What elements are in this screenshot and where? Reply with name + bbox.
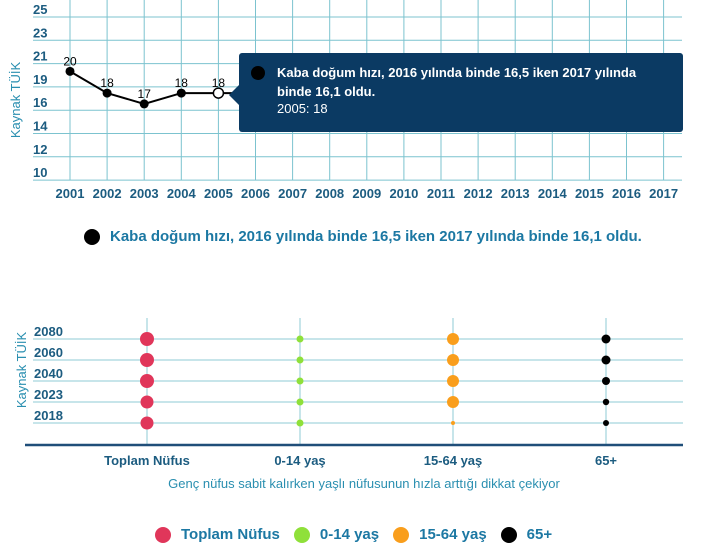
data-point <box>602 398 610 406</box>
data-point <box>212 87 225 99</box>
data-point <box>102 88 112 98</box>
y-tick-label: 2060 <box>34 345 63 360</box>
category-label: 0-14 yaş <box>274 453 325 468</box>
category-label: 15-64 yaş <box>424 453 483 468</box>
data-point <box>451 421 455 425</box>
y-tick-label: 12 <box>33 142 47 157</box>
x-tick-label: 2002 <box>93 186 122 201</box>
data-label: 20 <box>63 54 77 68</box>
x-tick-label: 2003 <box>130 186 159 201</box>
y-tick-label: 2018 <box>34 408 63 423</box>
y-tick-label: 2040 <box>34 366 63 381</box>
y-tick-label: 16 <box>33 95 47 110</box>
y-tick-label: 14 <box>33 119 48 134</box>
data-point <box>447 396 459 408</box>
y-axis-title: Kaynak TÜİK <box>14 332 29 409</box>
series-line <box>69 70 256 105</box>
data-point <box>601 355 611 365</box>
data-point <box>140 395 154 409</box>
y-tick-label: 25 <box>33 2 47 17</box>
x-tick-label: 2016 <box>612 186 641 201</box>
y-tick-label: 23 <box>33 25 47 40</box>
data-label: 18 <box>100 76 114 90</box>
legend-marker-icon <box>155 526 171 543</box>
legend-marker-icon <box>393 526 410 543</box>
chart-subtitle: Genç nüfus sabit kalırken yaşlı nüfusunu… <box>168 476 560 491</box>
data-point <box>296 356 304 364</box>
data-point <box>140 416 154 430</box>
data-label: 18 <box>212 76 226 90</box>
x-tick-label: 2015 <box>575 186 604 201</box>
legend-label: 65+ <box>526 526 553 543</box>
x-tick-label: 2009 <box>352 186 381 201</box>
y-tick-label: 21 <box>33 49 47 64</box>
data-label: 18 <box>175 76 189 90</box>
tooltip: Kaba doğum hızı, 2016 yılında binde 16,5… <box>229 53 683 132</box>
category-label: 65+ <box>595 453 617 468</box>
data-point <box>296 419 304 427</box>
data-point <box>447 354 459 366</box>
tooltip-title: Kaba doğum hızı, 2016 yılında binde 16,5… <box>277 65 637 99</box>
x-tick-label: 2001 <box>56 186 85 201</box>
y-tick-label: 19 <box>33 72 47 87</box>
x-tick-label: 2006 <box>241 186 270 201</box>
data-point <box>140 332 154 346</box>
data-point <box>603 420 609 426</box>
legend-label: 15-64 yaş <box>419 526 487 543</box>
y-axis-title: Kaynak TÜİK <box>8 62 23 139</box>
x-tick-label: 2017 <box>649 186 678 201</box>
x-tick-label: 2008 <box>315 186 344 201</box>
legend-item[interactable]: 15-64 yaş <box>393 526 487 543</box>
x-tick-label: 2005 <box>204 186 233 201</box>
data-point <box>296 398 304 406</box>
legend-label: 0-14 yaş <box>319 526 380 543</box>
data-point <box>176 88 186 98</box>
data-point <box>139 99 149 109</box>
legend-item[interactable]: 0-14 yaş <box>293 526 380 543</box>
x-tick-label: 2010 <box>389 186 418 201</box>
data-point <box>296 377 304 385</box>
data-point <box>140 374 154 388</box>
tooltip-marker-icon <box>251 66 265 80</box>
data-point <box>602 377 610 385</box>
y-tick-label: 2080 <box>34 324 63 339</box>
tooltip-value: 2005: 18 <box>277 101 328 116</box>
legend-population: Toplam Nüfus 0-14 yaş 15-64 yaş 65+ <box>155 526 566 543</box>
data-point <box>140 353 154 367</box>
legend-label: Kaba doğum hızı, 2016 yılında binde 16,5… <box>110 228 642 245</box>
x-tick-label: 2007 <box>278 186 307 201</box>
legend-item[interactable]: 65+ <box>500 526 553 543</box>
data-label: 17 <box>138 87 152 101</box>
y-tick-label: 2023 <box>34 387 63 402</box>
data-point <box>447 333 459 345</box>
x-tick-label: 2012 <box>464 186 493 201</box>
legend-marker-icon <box>84 228 100 245</box>
x-tick-label: 2004 <box>167 186 197 201</box>
category-label: Toplam Nüfus <box>104 453 190 468</box>
data-point <box>65 66 75 76</box>
y-tick-label: 10 <box>33 165 47 180</box>
data-point <box>447 375 459 387</box>
legend-label: Toplam Nüfus <box>181 526 280 543</box>
x-tick-label: 2013 <box>501 186 530 201</box>
data-point <box>601 334 611 344</box>
legend-marker-icon <box>500 526 517 543</box>
x-tick-label: 2014 <box>538 186 568 201</box>
x-tick-label: 2011 <box>427 186 455 201</box>
legend-marker-icon <box>293 526 310 543</box>
legend-item[interactable]: Toplam Nüfus <box>155 526 280 543</box>
legend-birth-rate[interactable]: Kaba doğum hızı, 2016 yılında binde 16,5… <box>84 228 642 245</box>
data-point <box>296 335 304 343</box>
